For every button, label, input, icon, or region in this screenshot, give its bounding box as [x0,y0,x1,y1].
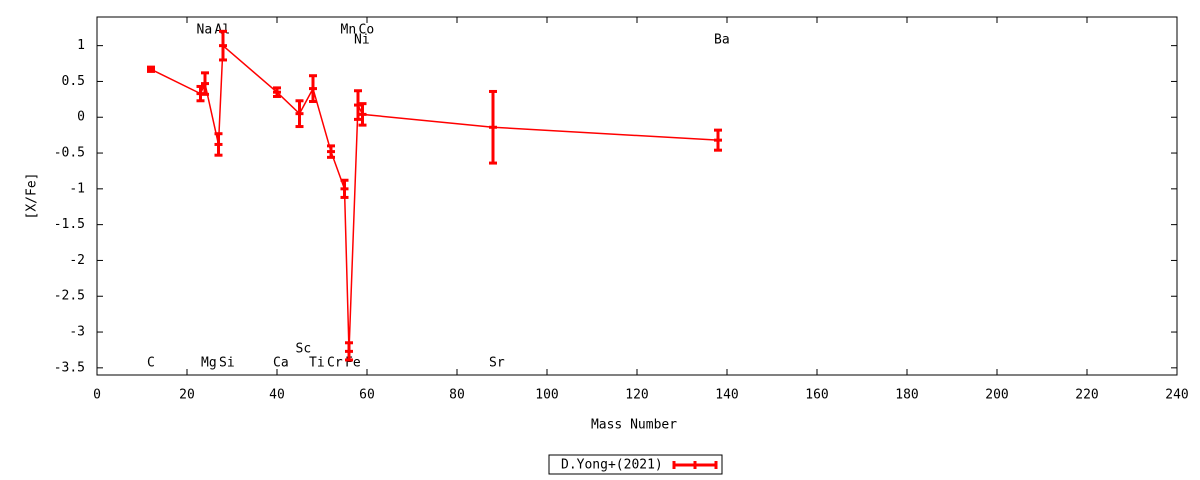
y-tick-label: -1 [69,181,85,196]
x-tick-label: 100 [535,388,558,403]
element-label: Ti [309,355,325,370]
element-label: Mn [341,22,357,37]
element-label: Sc [296,342,312,357]
element-label: Na [197,22,213,37]
x-tick-label: 140 [715,388,738,403]
x-tick-label: 160 [805,388,828,403]
x-tick-label: 220 [1075,388,1098,403]
plot-frame [96,16,1178,376]
error-bar [147,65,155,73]
y-tick-label: -2.5 [54,289,85,304]
error-bar [345,341,353,362]
series-line [150,44,719,352]
x-tick-label: 240 [1165,388,1188,403]
legend-box [548,454,723,475]
element-label: C [147,355,155,370]
y-tick-label: -2 [69,253,85,268]
x-tick-label: 20 [179,388,195,403]
error-bar [219,29,227,62]
y-tick-label: -1.5 [54,217,85,232]
legend-label: D.Yong+(2021) [561,458,663,473]
error-bar [714,128,722,152]
element-label: Ba [714,32,730,47]
x-tick-label: 180 [895,388,918,403]
element-label: Sr [489,355,505,370]
error-bar [295,99,304,129]
element-label: Si [219,355,235,370]
y-tick-label: -3.5 [54,360,85,375]
y-tick-label: 1 [77,38,85,53]
element-label: Ca [273,355,289,370]
x-tick-label: 40 [269,388,285,403]
error-bar [201,71,209,96]
element-label: Mg [201,355,217,370]
error-bar [489,89,497,165]
y-tick-label: 0.5 [62,74,85,89]
element-label: Fe [345,355,361,370]
error-bar [340,178,349,199]
x-tick-label: 60 [359,388,375,403]
x-axis-label: Mass Number [591,418,677,433]
error-bar [309,74,317,103]
y-tick-label: -0.5 [54,146,85,161]
y-tick-label: -3 [69,325,85,340]
y-axis-label: [X/Fe] [25,173,40,220]
element-label: Co [359,22,375,37]
x-tick-label: 80 [449,388,465,403]
error-bar [273,86,281,98]
y-tick-label: 0 [77,110,85,125]
x-tick-label: 120 [625,388,648,403]
error-bar [214,132,223,157]
error-bar [327,144,335,159]
element-label: Ni [354,32,370,47]
x-tick-label: 0 [93,388,101,403]
element-label: Cr [327,355,343,370]
error-bar [358,102,367,127]
x-tick-label: 200 [985,388,1008,403]
